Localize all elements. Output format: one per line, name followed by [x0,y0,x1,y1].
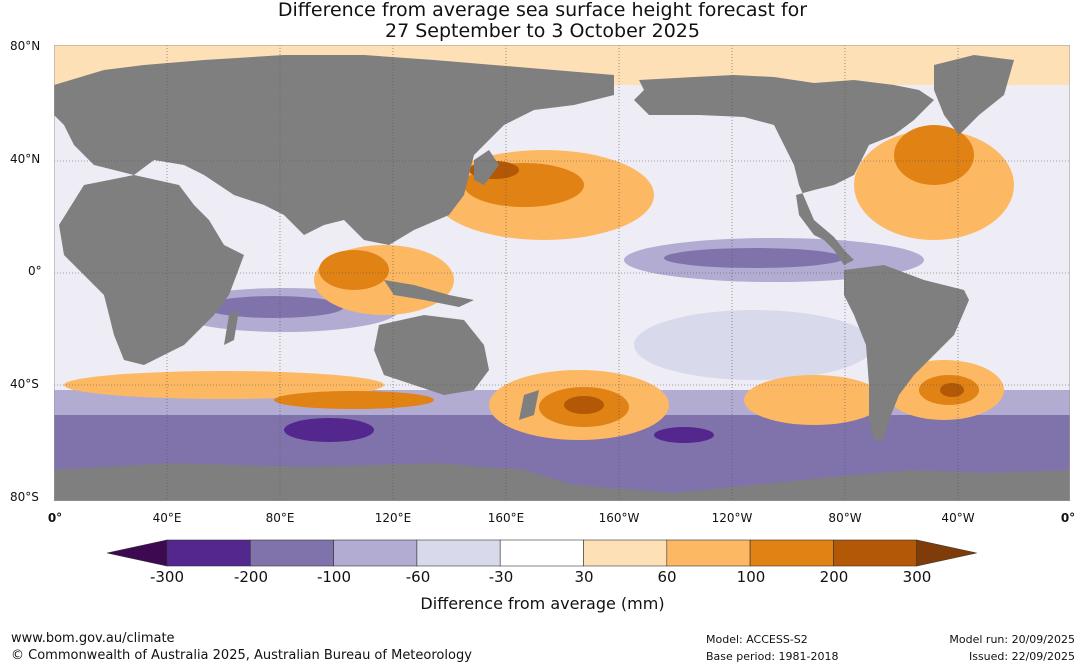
colorbar [106,539,977,567]
lon-label-0: 0° [47,511,63,525]
australia [374,315,489,395]
new-zealand [519,390,539,420]
lat-label-40n: 40°N [10,152,41,166]
website-link[interactable]: www.bom.gov.au/climate [11,631,175,646]
colorbar-swatch [333,539,418,567]
south-pacific-negative-anomaly [634,310,874,380]
base-period: Base period: 1981-2018 [706,650,839,663]
lon-label-40e: 40°E [152,511,182,525]
southern-indian-positive-anomaly [274,391,434,409]
colorbar-tick: -60 [405,568,431,586]
south-pacific-peak-anomaly [564,396,604,414]
colorbar-tick: 30 [574,568,594,586]
land [54,55,1070,501]
colorbar-swatch [666,539,751,567]
colorbar-swatch [833,539,918,567]
colorbar-tick: -30 [488,568,514,586]
japan [474,150,499,185]
colorbar-swatch [416,539,501,567]
colorbar-unit-label: Difference from average (mm) [420,594,665,613]
colorbar-tick: 300 [902,568,932,586]
maritime-continent-positive-anomaly [319,250,389,290]
deep-negative-anomaly [654,427,714,443]
colorbar-tick: 100 [736,568,766,586]
colorbar-swatch [499,539,584,567]
lat-label-40s: 40°S [10,377,39,391]
colorbar-extend-high [916,539,977,567]
southern-indian-positive-anomaly [64,371,384,399]
lon-label-80w: 80°W [828,511,862,525]
model-name: Model: ACCESS-S2 [706,633,808,646]
colorbar-tick: 60 [657,568,677,586]
colorbar-swatch [583,539,668,567]
colorbar-tick: -100 [316,568,352,586]
lat-label-80n: 80°N [10,39,41,53]
model-run-date: Model run: 20/09/2025 [949,633,1075,646]
colorbar-extend-low [106,539,168,567]
colorbar-swatch [166,539,251,567]
lat-label-equator: 0° [28,264,42,278]
lon-label-120e: 120°E [374,511,412,525]
africa [59,175,244,365]
issued-date: Issued: 22/09/2025 [968,650,1075,663]
colorbar-tick: -200 [233,568,269,586]
greenland [934,55,1014,135]
colorbar-swatch [749,539,834,567]
lon-label-40w: 40°W [941,511,975,525]
antarctica [54,463,1070,501]
lon-label-0-east: 0° [1060,511,1076,525]
madagascar [224,310,239,345]
south-america [844,265,969,440]
lon-label-160w: 160°W [598,511,640,525]
graticule [54,45,1070,501]
colorbar-tick: -300 [149,568,185,586]
equatorial-negative-anomaly [664,248,844,268]
north-atlantic-positive-anomaly [894,125,974,185]
copyright-text: © Commonwealth of Australia 2025, Austra… [11,648,472,663]
north-america [634,75,934,265]
indian-ocean-negative-anomaly [204,296,344,318]
lon-label-120w: 120°W [711,511,753,525]
lat-label-80s: 80°S [10,490,39,504]
indonesia [384,280,474,307]
east-pacific-positive-anomaly [744,375,884,425]
eurasia [54,55,614,245]
lon-label-160e: 160°E [487,511,525,525]
sea-surface-height-map [54,45,1070,501]
map-title-line-1: Difference from average sea surface heig… [277,0,808,21]
map-title-line-2: 27 September to 3 October 2025 [385,20,700,42]
colorbar-swatch [250,539,334,567]
deep-negative-anomaly [284,418,374,442]
colorbar-tick: 200 [819,568,849,586]
lon-label-80e: 80°E [265,511,295,525]
